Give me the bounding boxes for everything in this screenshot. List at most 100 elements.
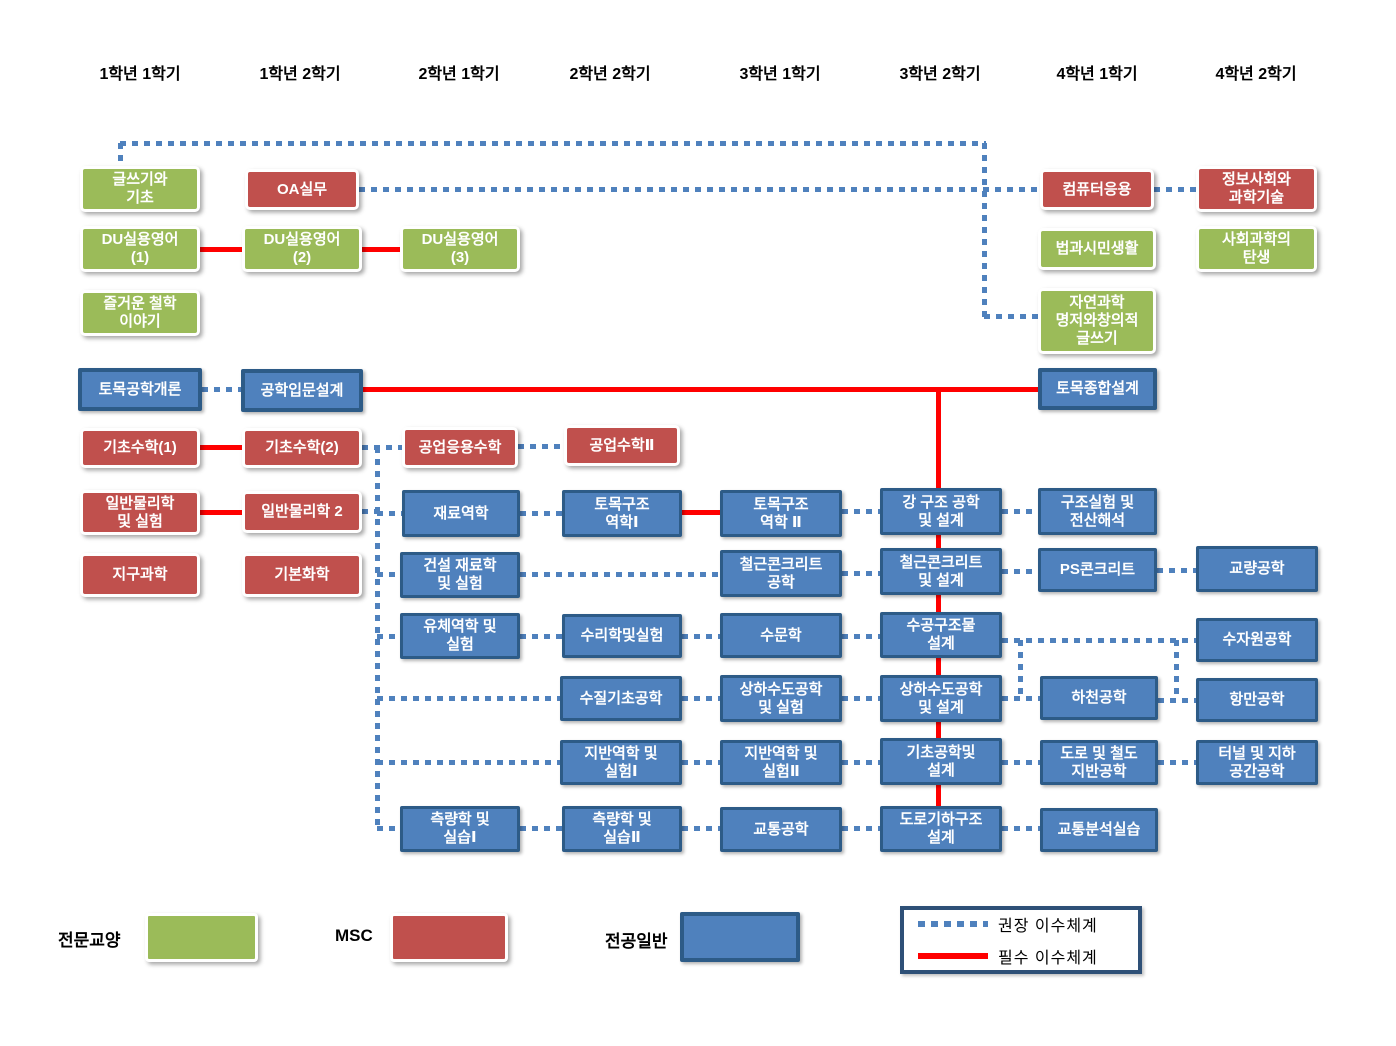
course-box-hydrology: 수문학 [720,613,842,658]
course-box-basic-math-2: 기초수학(2) [242,428,362,468]
recommended-path-line-21 [1002,509,1038,514]
legend-category-label-blue: 전공일반 [605,932,668,951]
semester-header-1: 1학년 1학기 [99,66,181,83]
semester-header-5: 3학년 1학기 [739,66,821,83]
legend-line-label-dotted: 권장 이수체계 [998,918,1098,935]
course-box-basic-chemistry: 기본화학 [242,553,362,597]
required-path-line-12 [200,510,242,515]
course-box-hydraulics-lab: 수리학및실험 [562,614,682,658]
course-box-earth-science: 지구과학 [80,553,200,597]
course-box-eng-applied-math: 공업응용수학 [402,427,518,468]
required-path-line-8 [362,247,400,252]
recommended-path-line-45 [520,826,562,831]
required-path-line-7 [200,247,242,252]
course-box-foundation-eng-design: 기초공학및 설계 [880,738,1002,785]
course-box-oa-practice: OA실무 [245,169,359,210]
legend-category-label-green: 전문교양 [58,931,121,950]
recommended-path-line-33 [1174,640,1179,700]
recommended-path-line-39 [377,760,560,765]
recommended-path-line-5 [1154,187,1196,192]
recommended-path-line-36 [842,696,880,701]
course-box-steel-structure-design: 강 구조 공학 및 설계 [880,488,1002,535]
semester-header-2: 1학년 2학기 [259,66,341,83]
recommended-path-line-40 [682,760,720,765]
recommended-path-line-23 [520,572,720,577]
required-path-line-11 [200,445,242,450]
course-box-struct-exp-analysis: 구조실험 및 전산해석 [1038,488,1157,535]
course-box-rc-engineering: 철근콘크리트 공학 [720,550,842,597]
course-box-info-society-tech: 정보사회와 과학기술 [1196,166,1317,212]
recommended-path-line-34 [377,696,560,701]
recommended-path-line-41 [842,760,880,765]
course-box-general-physics-lab: 일반물리학 및 실험 [80,490,200,535]
recommended-path-line-27 [377,634,400,639]
course-box-traffic-engineering: 교통공학 [720,807,842,852]
required-line-sample [918,953,988,959]
recommended-path-line-30 [842,634,880,639]
semester-header-3: 2학년 1학기 [418,66,500,83]
course-box-road-rail-geotech: 도로 및 철도 지반공학 [1040,740,1158,785]
course-box-du-english-3: DU실용영어 (3) [400,226,520,272]
recommended-path-line-25 [1002,569,1038,574]
recommended-path-line-46 [682,826,720,831]
course-box-hydraulic-structure-design: 수공구조물 설계 [880,612,1002,658]
recommended-path-line-47 [842,826,880,831]
course-box-general-physics-2: 일반물리학 2 [242,491,362,533]
course-box-water-quality-eng: 수질기초공학 [560,676,682,721]
recommended-path-line-0 [118,143,123,166]
legend-line-row-solid: 필수 이수체계 [918,944,1124,968]
course-box-eng-math-2: 공업수학Ⅱ [564,425,680,466]
recommended-path-line-2 [982,143,987,318]
legend-swatch-red [390,913,508,962]
recommended-path-line-1 [120,141,986,146]
semester-header-4: 2학년 2학기 [569,66,651,83]
course-box-civil-capstone-design: 토목종합설계 [1038,368,1157,410]
course-box-natural-science-writing: 자연과학 명저와창의적 글쓰기 [1038,288,1156,354]
course-box-harbor-engineering: 항만공학 [1196,678,1318,722]
course-box-writing-basics: 글쓰기와 기초 [80,166,200,212]
recommended-path-line-31 [1002,638,1196,643]
course-box-fluid-mechanics-lab: 유체역학 및 실험 [400,613,520,659]
legend-swatch-blue [680,912,800,962]
legend-line-label-solid: 필수 이수체계 [998,950,1098,967]
recommended-path-line-14 [362,445,402,450]
course-box-surveying-practice-2: 측량학 및 실습Ⅱ [562,806,682,852]
course-box-surveying-practice-1: 측량학 및 실습Ⅰ [400,806,520,852]
recommended-path-line-29 [682,634,720,639]
course-box-du-english-2: DU실용영어 (2) [242,226,362,272]
course-box-social-science-birth: 사회과학의 탄생 [1196,226,1317,272]
required-path-line-9 [363,387,1038,392]
course-box-traffic-analysis-practice: 교통분석실습 [1040,808,1158,852]
course-box-water-supply-lab: 상하수도공학 및 실험 [720,675,842,722]
recommended-path-line-44 [377,826,400,831]
recommended-path-line-4 [359,187,1040,192]
course-box-water-supply-design: 상하수도공학 및 설계 [880,675,1002,722]
recommended-path-line-38 [1158,698,1196,703]
recommended-path-line-22 [377,572,400,577]
course-box-intro-eng-design: 공학입문설계 [241,369,363,412]
course-box-computer-application: 컴퓨터응용 [1040,169,1154,210]
recommended-path-line-42 [1002,760,1040,765]
recommended-path-line-6 [202,387,241,392]
recommended-path-line-19 [520,511,562,516]
course-box-road-geometry-design: 도로기하구조 설계 [880,806,1002,852]
course-box-law-citizen-life: 법과시민생활 [1038,228,1156,270]
course-box-construction-materials: 건설 재료학 및 실험 [400,552,520,598]
recommended-path-line-26 [1157,568,1196,573]
course-box-civil-struct-mech-2: 토목구조 역학 Ⅱ [720,490,842,537]
recommended-path-line-24 [842,571,880,576]
required-path-line-13 [682,510,720,515]
course-box-rc-design: 철근콘크리트 및 설계 [880,548,1002,595]
legend-swatch-green [145,913,258,962]
recommended-path-line-32 [1018,640,1023,698]
semester-header-8: 4학년 2학기 [1215,66,1297,83]
course-box-materials-mechanics: 재료역학 [402,490,520,537]
course-box-intro-civil-eng: 토목공학개론 [78,368,202,411]
course-box-civil-struct-mech-1: 토목구조 역학Ⅰ [562,490,682,537]
recommended-path-line-3 [984,314,1038,319]
course-box-ps-concrete: PS콘크리트 [1038,548,1157,592]
required-path-line-10 [936,389,941,808]
recommended-path-line-43 [1158,760,1196,765]
